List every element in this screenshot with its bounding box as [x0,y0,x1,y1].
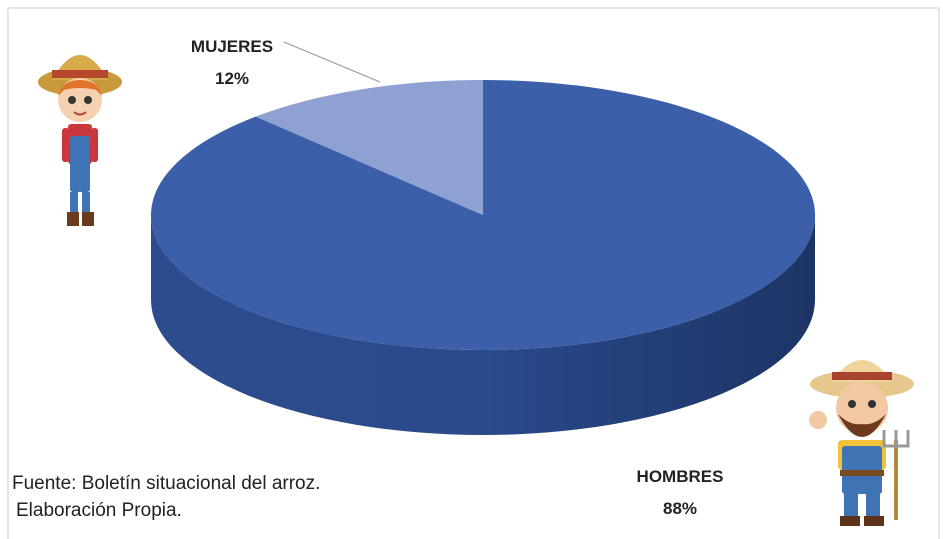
slice-side [151,215,815,435]
source-note: Fuente: Boletín situacional del arroz. [12,473,320,494]
girl-illustration [38,55,122,226]
slice-label: MUJERES [191,37,273,56]
boy-illustration [809,360,914,526]
slice-value-label: 88% [663,499,697,518]
leader-line [283,41,381,83]
slice-label: HOMBRES [637,467,724,486]
pie [150,80,815,435]
slice [255,80,483,215]
source-note: Elaboración Propia. [16,500,182,521]
slice [150,80,815,351]
slice-value-label: 12% [215,69,249,88]
